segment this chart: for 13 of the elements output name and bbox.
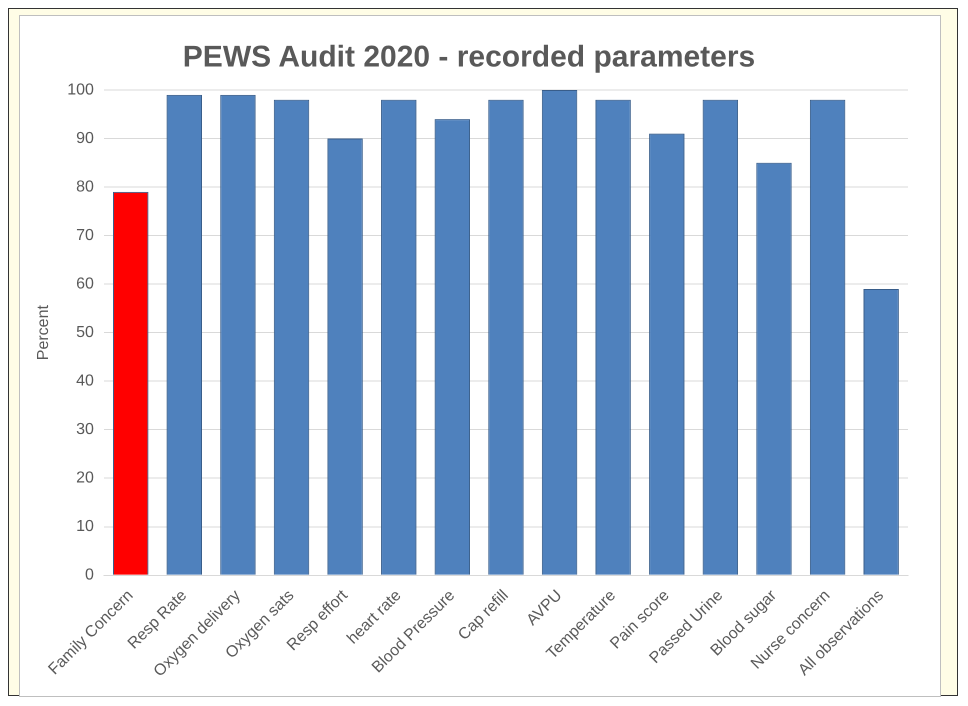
- y-tick-label: 40: [76, 372, 94, 390]
- y-tick-label: 20: [76, 470, 94, 487]
- y-tick-label: 30: [76, 421, 94, 438]
- y-tick-label: 0: [84, 566, 94, 584]
- y-tick-label: 10: [76, 518, 94, 536]
- y-tick-label: 70: [76, 227, 94, 244]
- y-tick-label: 60: [76, 276, 94, 293]
- y-tick-label: 50: [76, 324, 94, 342]
- y-tick-label: 80: [76, 178, 94, 196]
- y-tick-label: 100: [67, 81, 94, 98]
- chart-title: PEWS Audit 2020 - recorded parameters: [182, 40, 756, 74]
- y-axis-title: Percent: [35, 304, 52, 360]
- y-tick-label: 90: [76, 130, 94, 147]
